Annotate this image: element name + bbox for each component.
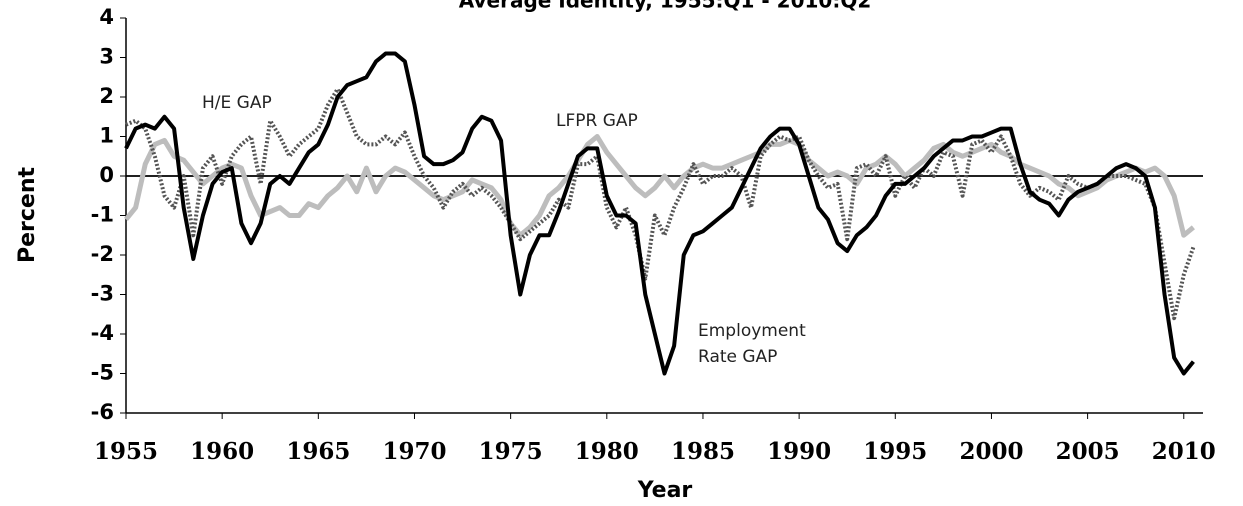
y-tick-label: 2 bbox=[99, 84, 114, 108]
y-tick-label: -6 bbox=[91, 400, 114, 424]
series-line bbox=[124, 134, 1195, 238]
x-tick-label: 1990 bbox=[767, 438, 831, 465]
x-tick-label: 1970 bbox=[382, 438, 446, 465]
y-tick-label: -3 bbox=[91, 282, 114, 306]
x-tick-label: 1965 bbox=[286, 438, 350, 465]
x-tick-label: 1985 bbox=[671, 438, 735, 465]
y-tick-label: -5 bbox=[91, 361, 114, 385]
y-tick-label: -1 bbox=[91, 203, 114, 227]
x-tick-label: 1960 bbox=[190, 438, 254, 465]
series-line bbox=[124, 51, 1195, 376]
series-annotation: Employment Rate GAP bbox=[698, 321, 806, 367]
y-tick-label: 3 bbox=[99, 45, 114, 69]
x-tick-label: 2000 bbox=[959, 438, 1023, 465]
x-tick-label: 1975 bbox=[479, 438, 543, 465]
chart-title: Average Identity, 1955:Q1 - 2010:Q2 bbox=[459, 0, 872, 13]
x-tick-label: 2005 bbox=[1056, 438, 1120, 465]
y-tick-label: -2 bbox=[91, 242, 114, 266]
y-tick-label: 4 bbox=[99, 5, 114, 29]
x-tick-label: 1980 bbox=[575, 438, 639, 465]
x-tick-label: 1955 bbox=[94, 438, 158, 465]
series-line bbox=[125, 87, 1196, 321]
y-tick-label: -4 bbox=[91, 321, 114, 345]
y-axis-label: Percent bbox=[15, 167, 40, 264]
x-tick-label: 2010 bbox=[1152, 438, 1216, 465]
series-annotation: LFPR GAP bbox=[556, 111, 638, 131]
y-tick-label: 0 bbox=[99, 163, 114, 187]
series-annotation: H/E GAP bbox=[202, 93, 272, 113]
y-tick-label: 1 bbox=[99, 124, 114, 148]
x-tick-label: 1995 bbox=[863, 438, 927, 465]
x-axis-label: Year bbox=[637, 478, 693, 503]
